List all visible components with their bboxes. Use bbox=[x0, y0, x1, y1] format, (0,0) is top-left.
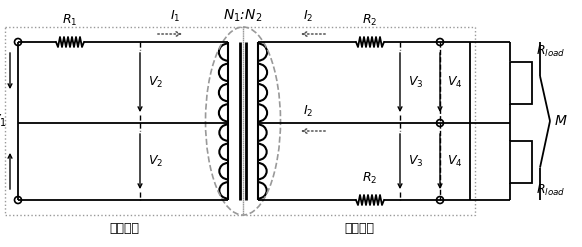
Text: $I_2$: $I_2$ bbox=[303, 104, 313, 119]
Text: $R_{load}$: $R_{load}$ bbox=[536, 183, 566, 198]
Text: $V_4$: $V_4$ bbox=[447, 75, 463, 90]
Text: $I_1$: $I_1$ bbox=[170, 9, 180, 24]
Text: $V_2$: $V_2$ bbox=[148, 154, 163, 169]
Bar bbox=[510, 62, 532, 103]
Bar bbox=[510, 141, 532, 183]
Text: $V_2$: $V_2$ bbox=[148, 75, 163, 90]
Text: $R_1$: $R_1$ bbox=[62, 13, 78, 28]
Text: $R_{load}$: $R_{load}$ bbox=[536, 44, 566, 59]
Text: $N_1$:$N_2$: $N_1$:$N_2$ bbox=[223, 8, 262, 24]
Text: $R_2$: $R_2$ bbox=[363, 13, 378, 28]
Text: $V_3$: $V_3$ bbox=[408, 154, 424, 169]
Text: $V_4$: $V_4$ bbox=[447, 154, 463, 169]
Text: 初级线圈: 初级线圈 bbox=[109, 222, 139, 234]
Text: $R_2$: $R_2$ bbox=[363, 171, 378, 186]
Text: $V_1$: $V_1$ bbox=[0, 113, 7, 129]
Text: $I_2$: $I_2$ bbox=[303, 9, 313, 24]
Text: 次级线圈: 次级线圈 bbox=[344, 222, 374, 234]
Text: $M$: $M$ bbox=[554, 114, 567, 128]
Text: $V_3$: $V_3$ bbox=[408, 75, 424, 90]
